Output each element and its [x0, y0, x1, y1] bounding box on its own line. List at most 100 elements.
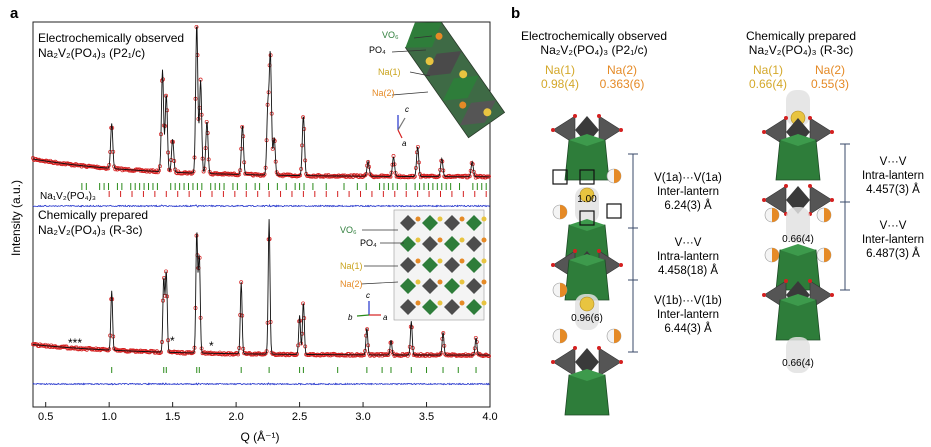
left-polyhedra-chain — [551, 114, 623, 416]
top-pattern-formula: Na₂V₂(PO₄)₃ (P2₁/c) — [38, 46, 145, 60]
na2-atom-fill — [824, 248, 831, 262]
occupancy-label-left-1: 1.00 — [577, 194, 597, 205]
lattice-polyhedron — [400, 278, 416, 294]
occupancy-label-left-2: 0.96(6) — [571, 313, 603, 324]
oxygen-atom — [619, 360, 623, 364]
bottom-inset-axis-a: a — [383, 313, 388, 322]
bottom-reflection-ticks — [111, 367, 477, 373]
lattice-polyhedron — [444, 299, 460, 315]
lattice-atom — [415, 279, 421, 285]
oxygen-atom — [551, 263, 555, 267]
right-d2-line2: Inter-lantern — [862, 234, 924, 246]
lattice-polyhedron — [400, 299, 416, 315]
x-tick-label: 2.0 — [228, 411, 243, 423]
left-d3-line1: V(1b)···V(1b) — [654, 295, 722, 307]
y-axis-label: Intensity (a.u.) — [9, 180, 23, 256]
lattice-atom — [459, 216, 465, 222]
observed-point — [156, 168, 161, 173]
lattice-polyhedron — [466, 257, 482, 273]
oxygen-atom — [762, 130, 766, 134]
lattice-polyhedron — [422, 278, 438, 294]
oxygen-atom — [573, 249, 577, 253]
left-structure-title: Electrochemically observed — [521, 29, 667, 43]
oxygen-atom — [551, 128, 555, 132]
observed-point — [58, 345, 63, 350]
observed-point — [406, 351, 411, 356]
oxygen-atom — [762, 198, 766, 202]
oxygen-atom — [784, 279, 788, 283]
oxygen-atom — [619, 128, 623, 132]
observed-point — [411, 175, 416, 180]
oxygen-atom — [808, 279, 812, 283]
lattice-atom — [481, 216, 487, 222]
left-d1-line2: Inter-lantern — [657, 186, 719, 198]
observed-point — [148, 168, 153, 173]
lattice-polyhedron — [444, 257, 460, 273]
top-inset-na2: Na(2) — [372, 88, 395, 98]
occupancy-label-right-1: 0.66(4) — [782, 234, 814, 245]
vacancy-marker — [579, 169, 595, 185]
bottom-inset-po4: PO₄ — [360, 238, 377, 248]
lattice-polyhedron — [400, 215, 416, 231]
top-crystal-inset: VO₆ PO₄ Na(1) Na(2) c a — [369, 21, 506, 148]
na2-atom-fill — [772, 208, 779, 222]
left-d3-line3: 6.44(3) Å — [664, 322, 712, 335]
bottom-inset-vo6: VO₆ — [340, 225, 357, 235]
x-axis: 0.5 1.0 1.5 2.0 2.5 3.0 3.5 4.0 — [38, 402, 498, 423]
observed-point — [236, 173, 241, 178]
x-tick-label: 0.5 — [38, 411, 53, 423]
occupancy-label-right-2: 0.66(4) — [782, 358, 814, 369]
lattice-polyhedron — [466, 299, 482, 315]
lattice-atom — [415, 300, 421, 306]
na2-atom-fill — [772, 248, 779, 262]
bottom-inset-na1: Na(1) — [340, 261, 363, 271]
top-pattern-calculated-line — [32, 26, 490, 178]
oxygen-atom — [784, 116, 788, 120]
right-na1-label: Na(1) — [753, 63, 783, 77]
na1-atom — [579, 296, 595, 312]
lattice-polyhedron — [466, 236, 482, 252]
panel-b-label: b — [511, 5, 520, 22]
lattice-polyhedron — [422, 215, 438, 231]
na1-atom — [579, 187, 595, 203]
channel-tube — [786, 337, 810, 373]
chart-layer — [31, 24, 491, 386]
observed-point — [104, 166, 109, 171]
oxygen-atom — [808, 116, 812, 120]
lattice-polyhedron — [466, 278, 482, 294]
bottom-crystal-inset: VO₆ PO₄ Na(1) Na(2) c b a — [340, 209, 487, 322]
oxygen-atom — [551, 360, 555, 364]
top-reflection-ticks — [81, 183, 487, 197]
right-na2-occupancy: 0.55(3) — [811, 77, 849, 91]
vacancy-marker — [579, 210, 595, 226]
lattice-polyhedron — [422, 257, 438, 273]
left-d1-line1: V(1a)···V(1a) — [654, 172, 722, 184]
observed-point — [326, 353, 331, 358]
oxygen-atom — [830, 293, 834, 297]
oxygen-atom — [830, 198, 834, 202]
right-d2-line1: V···V — [880, 220, 907, 232]
left-d2-line1: V···V — [675, 237, 702, 249]
po4-tetrahedron — [598, 347, 622, 377]
left-d2-line3: 4.458(18) Å — [658, 264, 718, 277]
lattice-atom — [481, 300, 487, 306]
right-d2-line3: 6.487(3) Å — [866, 247, 920, 260]
top-tick-label: Na₁V₂(PO₄)₃ — [40, 191, 96, 202]
observed-point — [53, 159, 58, 164]
right-d1-line2: Intra-lantern — [862, 170, 924, 182]
right-na1-occupancy: 0.66(4) — [749, 77, 787, 91]
plot-frame — [32, 21, 491, 408]
vo6-face — [780, 134, 816, 146]
left-distance-brackets — [628, 153, 638, 353]
lattice-atom — [415, 237, 421, 243]
observed-point — [262, 172, 267, 177]
right-structure-formula: Na₂V₂(PO₄)₃ (R-3c) — [749, 43, 853, 57]
bottom-pattern-formula: Na₂V₂(PO₄)₃ (R-3c) — [38, 223, 142, 237]
oxygen-atom — [762, 293, 766, 297]
left-structure-formula: Na₂V₂(PO₄)₃ (P2₁/c) — [540, 43, 647, 57]
oxygen-atom — [830, 130, 834, 134]
po4-tetrahedron — [786, 186, 810, 214]
bottom-inset-na2: Na(2) — [340, 279, 363, 289]
lattice-polyhedron — [444, 278, 460, 294]
